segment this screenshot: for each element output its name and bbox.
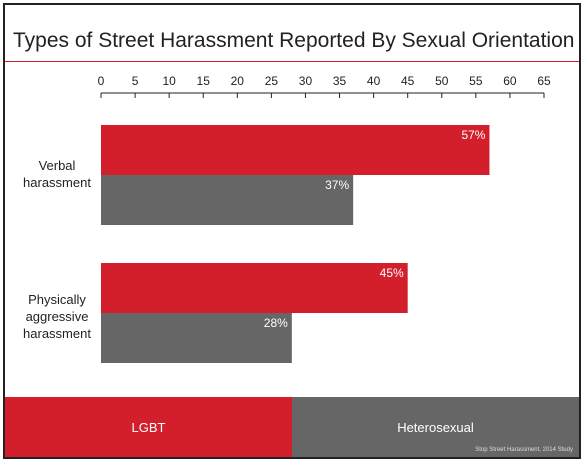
legend-label-lgbt: LGBT: [131, 419, 166, 435]
category-label-line: aggressive: [25, 309, 89, 324]
title-divider: [5, 61, 579, 62]
x-tick-label-5: 5: [132, 74, 139, 88]
bar-label-heterosexual-1: 28%: [264, 316, 288, 330]
legend-label-heterosexual: Heterosexual: [397, 419, 474, 435]
category-label-line: Verbal: [38, 158, 76, 173]
category-label-physically-aggressive-harassment: Physically aggressive harassment: [12, 291, 102, 342]
x-tick-label-60: 60: [503, 74, 517, 88]
bar-lgbt-0: [101, 125, 490, 175]
x-tick-label-45: 45: [401, 74, 415, 88]
legend-item-lgbt: LGBT: [5, 397, 292, 457]
bar-heterosexual-0: [101, 175, 354, 225]
chart-title: Types of Street Harassment Reported By S…: [13, 29, 575, 52]
x-tick-label-25: 25: [265, 74, 279, 88]
x-tick-label-20: 20: [231, 74, 245, 88]
x-tick-label-0: 0: [98, 74, 105, 88]
bar-label-heterosexual-0: 37%: [325, 178, 349, 192]
x-tick-label-40: 40: [367, 74, 381, 88]
x-tick-label-15: 15: [197, 74, 211, 88]
bar-lgbt-1: [101, 263, 408, 313]
x-tick-label-35: 35: [333, 74, 347, 88]
bar-chart: 0 5 10 15 20 25 30 35 40 45 50 55 60 65 57% 37% 45% 28%: [98, 74, 551, 363]
category-label-verbal-harassment: Verbal harassment: [12, 157, 102, 191]
category-label-line: harassment: [23, 326, 91, 341]
source-note: Stop Street Harassment, 2014 Study: [475, 447, 573, 453]
bar-heterosexual-1: [101, 313, 292, 363]
x-tick-label-50: 50: [435, 74, 449, 88]
legend: LGBT Heterosexual Stop Street Harassment…: [5, 397, 579, 457]
x-tick-label-65: 65: [537, 74, 551, 88]
category-label-line: Physically: [28, 292, 86, 307]
legend-item-heterosexual: Heterosexual: [292, 397, 579, 457]
bar-label-lgbt-1: 45%: [380, 266, 404, 280]
x-tick-label-55: 55: [469, 74, 483, 88]
category-label-line: harassment: [23, 175, 91, 190]
x-tick-label-10: 10: [162, 74, 176, 88]
chart-frame: Types of Street Harassment Reported By S…: [3, 3, 581, 459]
x-tick-label-30: 30: [299, 74, 313, 88]
bar-label-lgbt-0: 57%: [461, 128, 485, 142]
